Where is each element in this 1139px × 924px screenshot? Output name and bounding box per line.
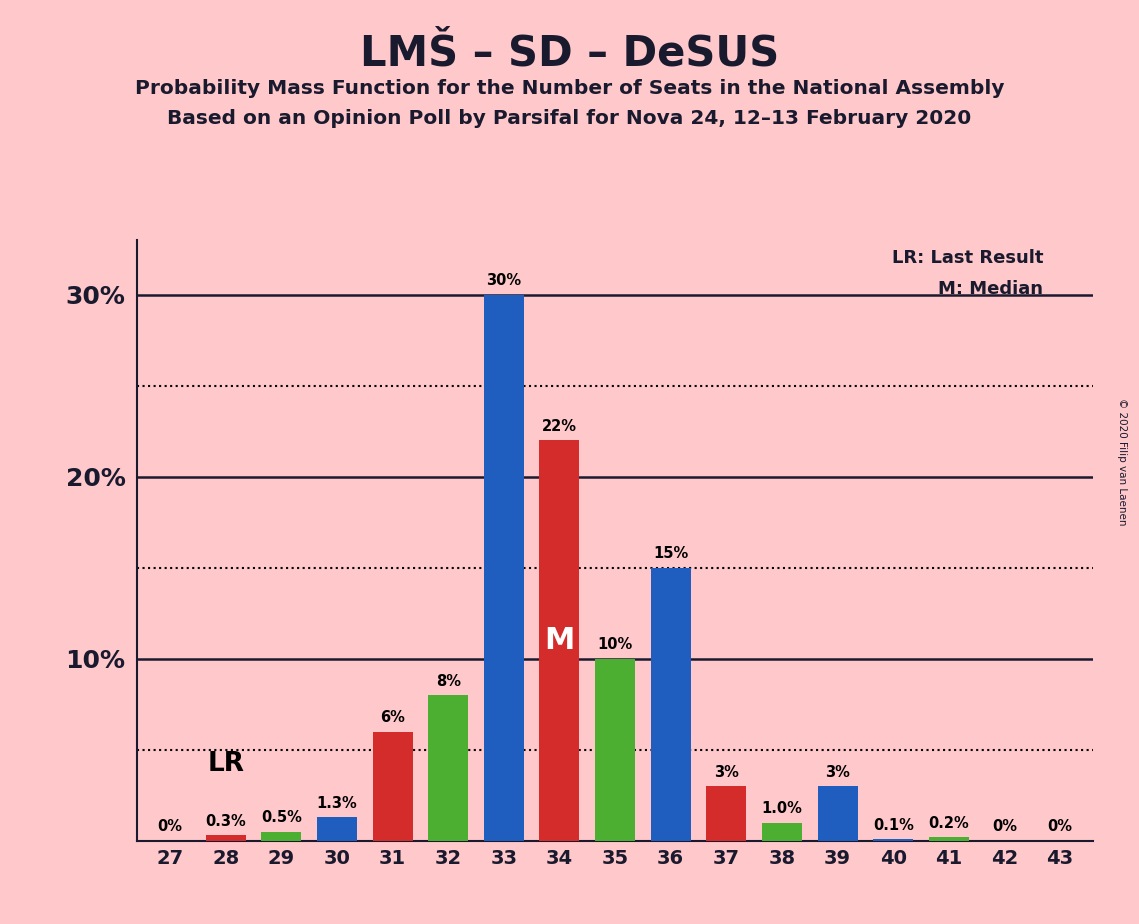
Bar bbox=[484, 295, 524, 841]
Bar bbox=[261, 832, 302, 841]
Text: 0%: 0% bbox=[992, 820, 1017, 834]
Text: 8%: 8% bbox=[436, 674, 460, 689]
Text: LR: LR bbox=[207, 751, 244, 777]
Bar bbox=[595, 659, 636, 841]
Text: LMŠ – SD – DeSUS: LMŠ – SD – DeSUS bbox=[360, 32, 779, 74]
Bar bbox=[372, 732, 412, 841]
Text: Probability Mass Function for the Number of Seats in the National Assembly: Probability Mass Function for the Number… bbox=[134, 79, 1005, 98]
Text: © 2020 Filip van Laenen: © 2020 Filip van Laenen bbox=[1117, 398, 1126, 526]
Bar bbox=[540, 441, 580, 841]
Bar bbox=[706, 786, 746, 841]
Text: 0.1%: 0.1% bbox=[872, 818, 913, 833]
Bar bbox=[818, 786, 858, 841]
Text: 6%: 6% bbox=[380, 711, 405, 725]
Bar bbox=[206, 835, 246, 841]
Text: M: Median: M: Median bbox=[939, 280, 1043, 298]
Text: 0.3%: 0.3% bbox=[205, 814, 246, 829]
Text: LR: Last Result: LR: Last Result bbox=[892, 249, 1043, 267]
Bar bbox=[650, 568, 690, 841]
Text: 1.3%: 1.3% bbox=[317, 796, 358, 811]
Text: Based on an Opinion Poll by Parsifal for Nova 24, 12–13 February 2020: Based on an Opinion Poll by Parsifal for… bbox=[167, 109, 972, 128]
Text: 22%: 22% bbox=[542, 419, 577, 434]
Text: 1.0%: 1.0% bbox=[762, 801, 802, 816]
Text: 0.5%: 0.5% bbox=[261, 810, 302, 825]
Text: 0%: 0% bbox=[1048, 820, 1073, 834]
Text: 3%: 3% bbox=[714, 765, 739, 780]
Bar bbox=[874, 839, 913, 841]
Text: 10%: 10% bbox=[598, 638, 632, 652]
Text: 0.2%: 0.2% bbox=[928, 816, 969, 831]
Text: 0%: 0% bbox=[157, 820, 182, 834]
Bar bbox=[928, 837, 969, 841]
Bar bbox=[317, 817, 357, 841]
Text: 30%: 30% bbox=[486, 274, 522, 288]
Text: M: M bbox=[544, 626, 574, 655]
Text: 3%: 3% bbox=[825, 765, 850, 780]
Bar bbox=[428, 695, 468, 841]
Text: 15%: 15% bbox=[653, 546, 688, 562]
Bar bbox=[762, 822, 802, 841]
